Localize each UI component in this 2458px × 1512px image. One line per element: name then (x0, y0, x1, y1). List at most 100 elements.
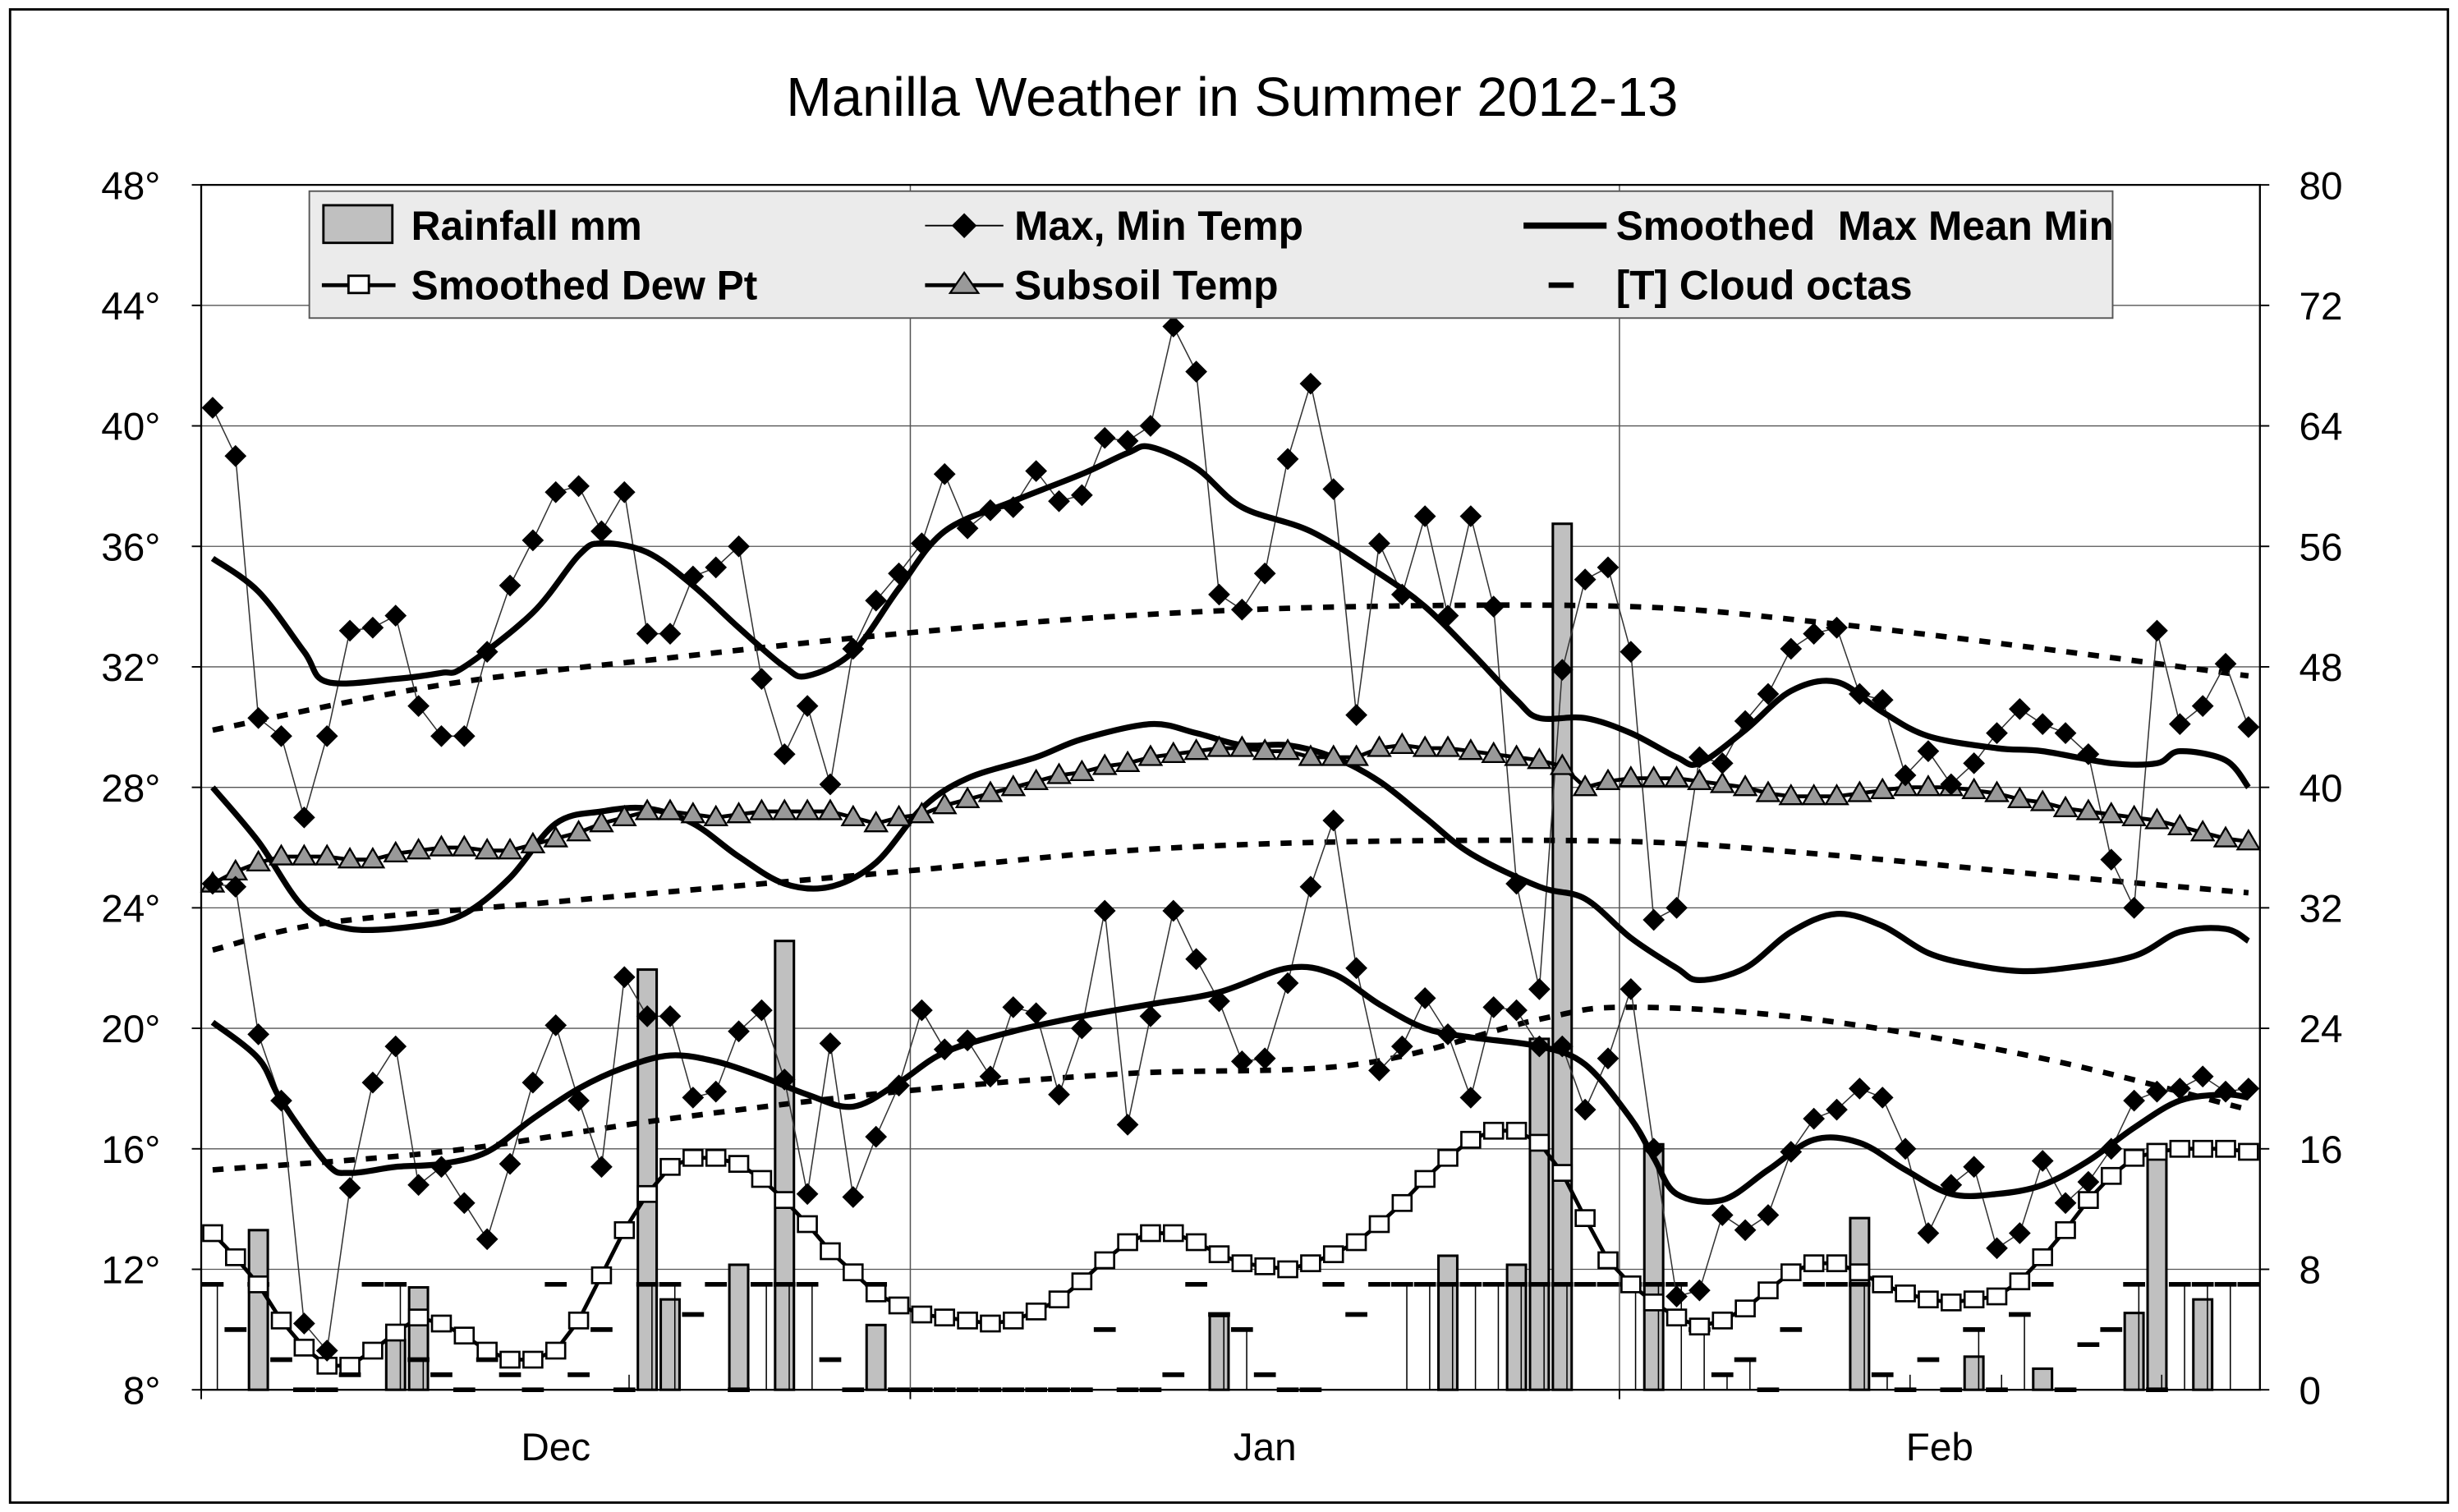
max-temp-marker (1390, 583, 1413, 606)
subsoil-marker (1824, 784, 1849, 806)
subsoil-marker (1252, 738, 1278, 761)
right-tick-label: 8 (2299, 1249, 2322, 1293)
dew-point-marker (1849, 1263, 1871, 1282)
dew-point-marker (1254, 1257, 1275, 1275)
min-temp-marker (2077, 1170, 2100, 1193)
dew-point-marker (2009, 1272, 2031, 1291)
subsoil-marker (360, 847, 386, 869)
max-temp-marker (1093, 426, 1116, 449)
dew-point-marker (1391, 1193, 1413, 1212)
subsoil-marker (2121, 804, 2147, 827)
subsoil-marker (1709, 771, 1735, 793)
dew-point-marker (1140, 1224, 1161, 1243)
min-temp-marker (201, 872, 224, 895)
max-temp-marker (1826, 616, 1848, 639)
subsoil-marker (1915, 774, 1941, 797)
dew-point-marker (751, 1170, 773, 1188)
max-temp-marker (1642, 908, 1665, 931)
min-temp-marker (1528, 1035, 1551, 1058)
max-temp-marker (842, 637, 865, 660)
max-temp-marker (567, 475, 590, 498)
dew-point-marker (270, 1311, 292, 1330)
rainfall-bar (1642, 1142, 1665, 1391)
left-tick-label: 24° (101, 888, 160, 931)
left-tick-label: 44° (101, 285, 160, 329)
dew-point-marker (1528, 1133, 1551, 1152)
max-temp-marker (819, 773, 842, 796)
min-temp-marker (865, 1125, 888, 1148)
dew-point-marker (1551, 1164, 1574, 1182)
rainfall-bar (636, 968, 659, 1391)
min-temp-marker (1253, 1047, 1276, 1070)
right-tick-label: 16 (2299, 1128, 2343, 1172)
subsoil-marker (1435, 735, 1461, 757)
dew-point-marker (659, 1157, 681, 1176)
max-temp-marker (361, 616, 384, 639)
subsoil-marker (1298, 744, 1324, 766)
dew-point-marker (2215, 1139, 2236, 1158)
dew-point-marker (1711, 1311, 1734, 1330)
min-temp-marker (1322, 809, 1345, 832)
min-temp-marker (1826, 1098, 1848, 1121)
subsoil-marker (2235, 829, 2262, 851)
subsoil-marker (589, 811, 614, 833)
dew-point-marker (1300, 1254, 1321, 1273)
subsoil-marker (1275, 738, 1301, 761)
rainfall-bar (1208, 1314, 1230, 1391)
min-temp-marker (1025, 1002, 1048, 1025)
dew-point-marker (1117, 1233, 1138, 1252)
dew-point-marker (1094, 1251, 1115, 1270)
left-tick-label: 20° (101, 1008, 160, 1051)
subsoil-marker (1847, 780, 1872, 802)
min-temp-marker (1711, 1204, 1734, 1226)
dew-point-marker (865, 1284, 887, 1303)
dew-point-marker (2169, 1139, 2191, 1158)
rainfall-bar (1963, 1355, 1985, 1391)
subsoil-marker (2212, 825, 2239, 848)
min-temp-marker (1917, 1222, 1940, 1244)
min-temp-marker (1894, 1137, 1917, 1160)
right-tick-label: 24 (2299, 1008, 2343, 1051)
dew-point-marker (1482, 1121, 1505, 1140)
subsoil-marker (1961, 777, 1987, 800)
min-temp-marker (1299, 875, 1322, 898)
dew-point-marker (407, 1308, 430, 1327)
subsoil-marker (840, 804, 866, 827)
dew-point-marker (499, 1350, 521, 1369)
subsoil-marker (2007, 786, 2033, 809)
min-temp-marker (430, 1156, 453, 1179)
rainfall-bar (407, 1285, 430, 1391)
month-label: Feb (1906, 1426, 1973, 1469)
min-temp-marker (613, 966, 636, 989)
min-temp-marker (224, 875, 247, 898)
subsoil-marker (1504, 744, 1529, 766)
subsoil-marker (520, 831, 546, 854)
max-temp-marker (1025, 460, 1048, 482)
legend-smoothed: Smoothed Max Mean Min (1616, 203, 2114, 249)
series-lines (210, 324, 2251, 1368)
min-temp-marker (2214, 1080, 2237, 1103)
max-temp-marker (1071, 484, 1093, 507)
min-temp-marker (1505, 999, 1528, 1022)
subsoil-marker (1755, 780, 1781, 802)
dew-point-marker (1505, 1121, 1528, 1140)
min-temp-marker (911, 999, 933, 1022)
subsoil-marker (1321, 744, 1347, 766)
max-temp-marker (979, 499, 1002, 522)
dew-point-marker (1071, 1272, 1093, 1291)
rainfall-bar (865, 1323, 887, 1391)
dew-point-marker (2078, 1191, 2099, 1210)
max-temp-marker (1162, 315, 1185, 338)
max-temp-marker (1299, 372, 1322, 395)
legend-rain-swatch (322, 204, 394, 245)
dew-point-marker (1460, 1130, 1482, 1149)
subsoil-marker (886, 804, 912, 827)
dew-point-marker (1574, 1209, 1596, 1228)
dew-point-marker (1345, 1233, 1367, 1252)
subsoil-marker (497, 838, 523, 860)
dew-point-marker (797, 1215, 818, 1234)
legend-subsoil: Subsoil Temp (1014, 262, 1278, 308)
max-temp-marker (292, 806, 315, 829)
